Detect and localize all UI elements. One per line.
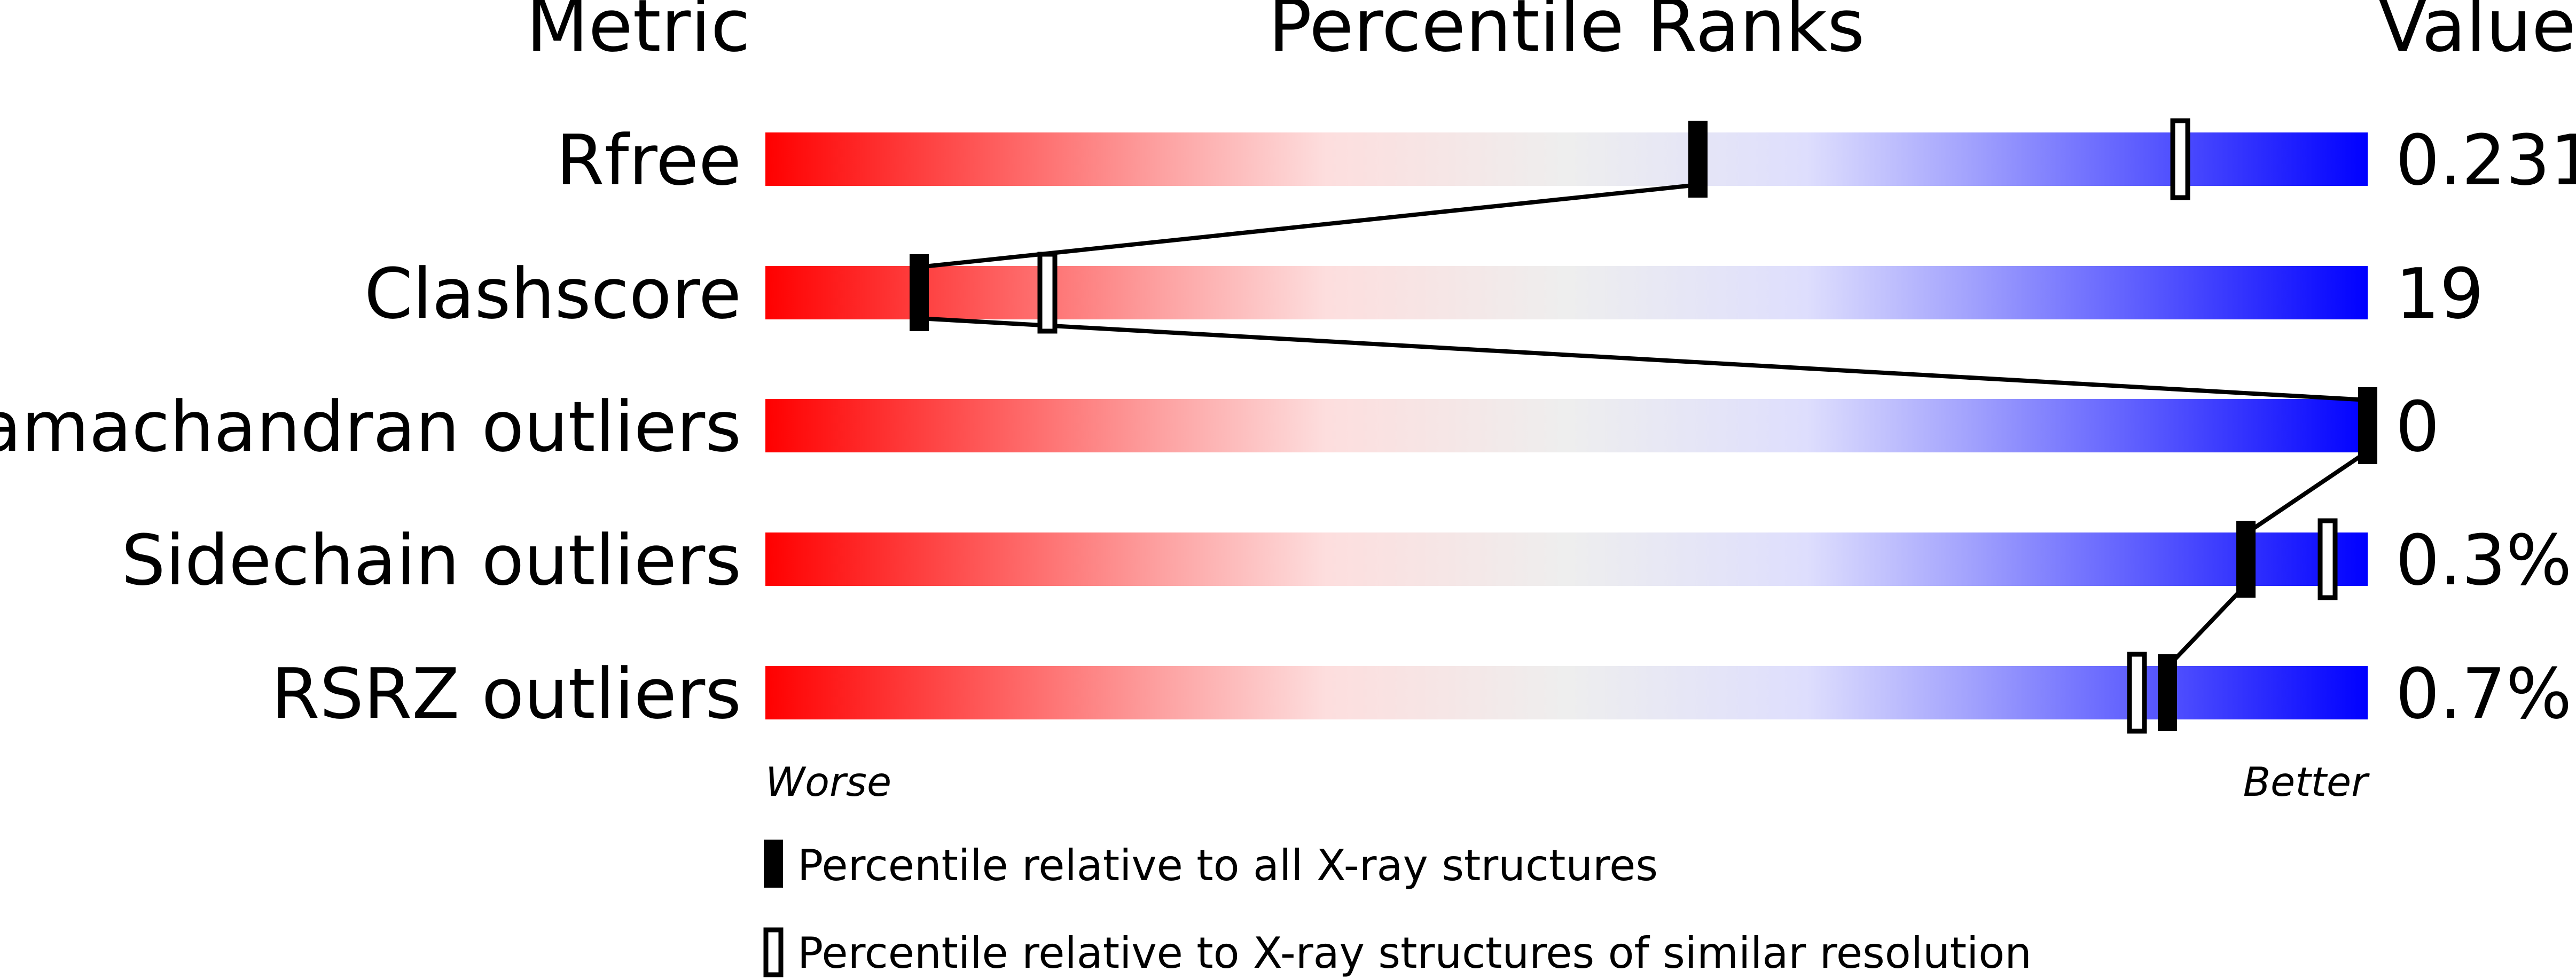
header-value: Value xyxy=(2378,0,2576,68)
legend-open-marker xyxy=(763,927,784,977)
metric-label: Rfree xyxy=(556,120,741,201)
all-structures-marker xyxy=(2158,654,2177,731)
similar-resolution-marker xyxy=(2127,652,2147,734)
percentile-bar xyxy=(765,666,2368,719)
axis-worse-label: Worse xyxy=(765,758,891,805)
connector-line xyxy=(2166,583,2248,669)
all-structures-marker xyxy=(910,254,929,331)
header-percentile: Percentile Ranks xyxy=(1269,0,1865,68)
all-structures-marker xyxy=(2358,387,2377,464)
connector-line xyxy=(2244,449,2369,536)
all-structures-marker xyxy=(1688,121,1708,198)
similar-resolution-marker xyxy=(2170,118,2190,200)
percentile-bar xyxy=(765,132,2368,186)
metric-value: 19 xyxy=(2395,253,2484,334)
metric-label: Ramachandran outliers xyxy=(0,386,741,467)
header-metric: Metric xyxy=(526,0,750,68)
legend-open-label: Percentile relative to X-ray structures … xyxy=(797,928,2032,978)
percentile-bar xyxy=(765,266,2368,319)
similar-resolution-marker xyxy=(1037,252,1058,334)
metric-label: Sidechain outliers xyxy=(121,520,741,601)
metric-label: RSRZ outliers xyxy=(271,653,741,734)
legend-filled-label: Percentile relative to all X-ray structu… xyxy=(797,841,1658,890)
metric-label: Clashscore xyxy=(364,253,741,334)
connector-line xyxy=(919,316,2368,402)
connector-line xyxy=(919,183,1698,269)
metric-value: 0 xyxy=(2395,386,2440,467)
percentile-bar xyxy=(765,532,2368,586)
metric-value: 0.231 xyxy=(2395,120,2576,201)
metric-value: 0.7% xyxy=(2395,653,2572,734)
similar-resolution-marker xyxy=(2317,518,2338,600)
percentile-bar xyxy=(765,399,2368,452)
legend-filled-marker xyxy=(764,840,783,888)
metric-value: 0.3% xyxy=(2395,520,2572,601)
all-structures-marker xyxy=(2236,521,2256,598)
axis-better-label: Better xyxy=(2243,758,2370,805)
